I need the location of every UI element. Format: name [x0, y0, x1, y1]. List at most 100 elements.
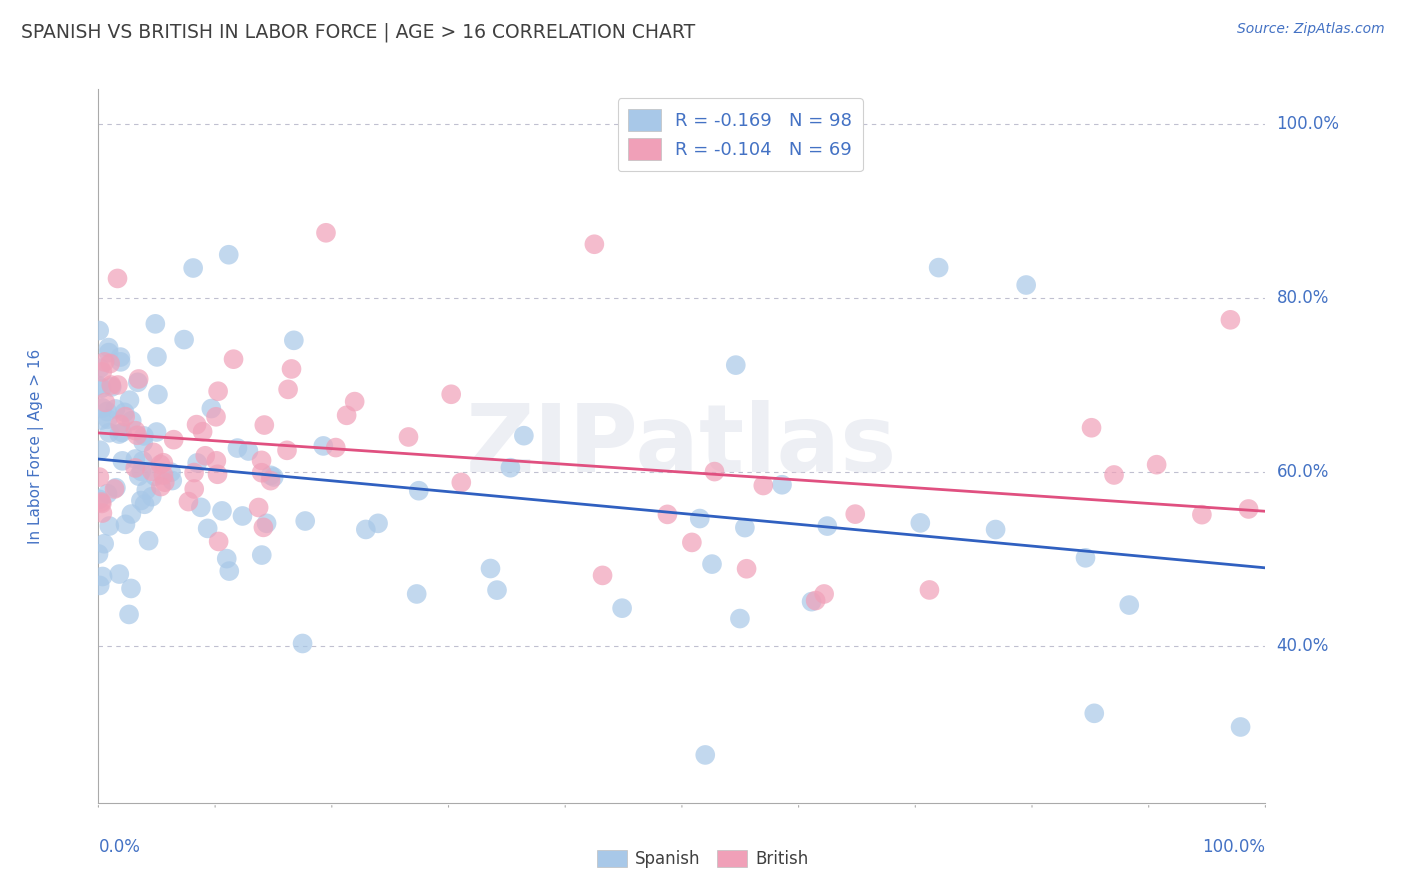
- Point: [1080, 421, 1102, 435]
- Text: 100.0%: 100.0%: [1202, 838, 1265, 855]
- Point: [124, 452, 146, 467]
- Point: [149, 479, 172, 493]
- Point: [804, 593, 827, 607]
- Point: [98, 425, 121, 440]
- Point: [89, 470, 111, 484]
- Point: [90, 413, 112, 427]
- Point: [177, 494, 200, 508]
- Point: [1118, 598, 1140, 612]
- Point: [703, 465, 725, 479]
- Text: SPANISH VS BRITISH IN LABOR FORCE | AGE > 16 CORRELATION CHART: SPANISH VS BRITISH IN LABOR FORCE | AGE …: [21, 22, 696, 42]
- Point: [98, 519, 121, 533]
- Point: [247, 500, 270, 515]
- Point: [173, 333, 195, 347]
- Point: [183, 466, 205, 480]
- Point: [910, 516, 932, 530]
- Point: [100, 378, 122, 392]
- Point: [107, 378, 129, 392]
- Point: [207, 467, 229, 482]
- Text: 60.0%: 60.0%: [1277, 463, 1329, 481]
- Point: [984, 523, 1007, 537]
- Point: [724, 358, 747, 372]
- Point: [215, 551, 238, 566]
- Point: [108, 417, 131, 432]
- Point: [114, 517, 136, 532]
- Point: [294, 514, 316, 528]
- Point: [681, 535, 703, 549]
- Point: [152, 468, 174, 483]
- Point: [800, 594, 823, 608]
- Point: [127, 376, 149, 390]
- Point: [132, 454, 155, 468]
- Point: [181, 260, 204, 275]
- Point: [127, 428, 149, 442]
- Point: [108, 567, 131, 582]
- Point: [98, 357, 121, 371]
- Point: [108, 427, 131, 442]
- Point: [398, 430, 420, 444]
- Text: ZIPatlas: ZIPatlas: [467, 400, 897, 492]
- Point: [89, 443, 111, 458]
- Text: 0.0%: 0.0%: [98, 838, 141, 855]
- Point: [222, 352, 245, 367]
- Point: [657, 508, 679, 522]
- Point: [146, 387, 169, 401]
- Point: [689, 511, 711, 525]
- Point: [97, 412, 120, 426]
- Point: [208, 534, 231, 549]
- Point: [90, 496, 112, 510]
- Point: [91, 401, 114, 415]
- Point: [450, 475, 472, 490]
- Point: [93, 355, 115, 369]
- Point: [440, 387, 463, 401]
- Point: [190, 500, 212, 515]
- Point: [103, 482, 125, 496]
- Point: [141, 490, 163, 504]
- Point: [186, 417, 208, 432]
- Point: [276, 443, 298, 458]
- Point: [205, 409, 228, 424]
- Point: [815, 519, 838, 533]
- Point: [1083, 706, 1105, 721]
- Point: [918, 582, 941, 597]
- Point: [142, 445, 165, 459]
- Point: [118, 607, 141, 622]
- Point: [114, 409, 136, 424]
- Point: [1237, 502, 1260, 516]
- Point: [354, 523, 377, 537]
- Point: [129, 464, 152, 478]
- Point: [844, 507, 866, 521]
- Point: [211, 504, 233, 518]
- Point: [135, 483, 157, 497]
- Point: [513, 428, 536, 442]
- Point: [218, 564, 240, 578]
- Point: [928, 260, 950, 275]
- Point: [114, 405, 136, 419]
- Point: [96, 486, 118, 500]
- Point: [592, 568, 614, 582]
- Point: [218, 248, 240, 262]
- Point: [110, 355, 132, 369]
- Point: [252, 520, 274, 534]
- Point: [1229, 720, 1251, 734]
- Point: [259, 474, 281, 488]
- Point: [277, 383, 299, 397]
- Point: [160, 465, 183, 479]
- Point: [111, 425, 134, 440]
- Point: [200, 401, 222, 416]
- Point: [141, 465, 163, 479]
- Point: [250, 466, 273, 480]
- Point: [89, 578, 111, 592]
- Point: [110, 350, 132, 364]
- Point: [700, 557, 723, 571]
- Point: [1191, 508, 1213, 522]
- Point: [120, 582, 142, 596]
- Point: [128, 469, 150, 483]
- Point: [280, 362, 302, 376]
- Point: [104, 401, 127, 416]
- Point: [121, 414, 143, 428]
- Point: [120, 507, 142, 521]
- Point: [149, 458, 172, 472]
- Point: [734, 520, 756, 534]
- Point: [132, 435, 155, 450]
